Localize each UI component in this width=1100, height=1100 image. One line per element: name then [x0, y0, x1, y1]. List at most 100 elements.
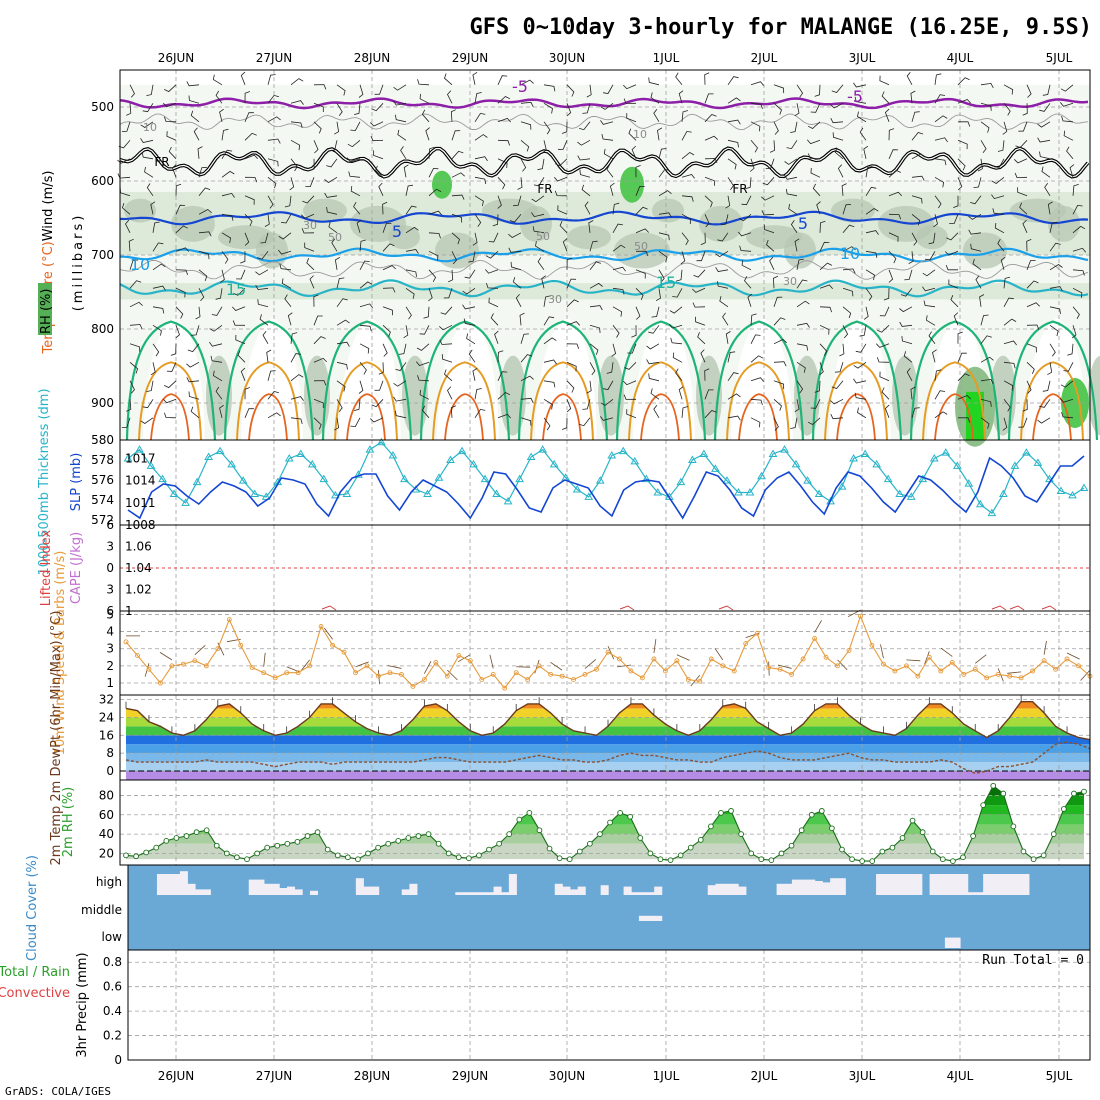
cloud-high-bar-77 — [723, 883, 732, 895]
ua-wind-barb-16 — [129, 380, 135, 394]
ua-wind-barb-69 — [195, 306, 201, 320]
rh2m-point-35 — [476, 852, 482, 859]
ua-wind-barb-708 — [973, 177, 982, 188]
ua-wind-barb-248 — [419, 93, 430, 104]
ua-wind-barb-408 — [612, 244, 626, 252]
rh-band-4 — [126, 805, 1084, 815]
axis-labels: 26JUN 26JUN 27JUN 27JUN 28JUN 28JUN 29JUN 29JUN… — [0, 51, 1073, 1083]
ua-wind-barb-689 — [957, 177, 963, 191]
ua-wind-barb-264 — [419, 389, 430, 400]
rh-blob-10 — [567, 225, 611, 250]
ua-wind-barb-131 — [267, 390, 280, 400]
ua-wind-barb-436 — [626, 409, 637, 419]
ua-wind-barb-427 — [635, 250, 649, 257]
ua-wind-barb-633 — [888, 191, 902, 197]
th-ytick-right-0: 1017 — [125, 451, 156, 465]
rh-blob-21 — [1048, 205, 1080, 242]
rh2m-point-41 — [536, 827, 543, 834]
st-ytick-right-0: 1.06 — [125, 540, 152, 554]
ua-wind-barb-343 — [543, 102, 553, 114]
ua-wind-barb-404 — [606, 164, 614, 178]
ua-wind-barb-796 — [1059, 398, 1074, 403]
ua-wind-barb-643 — [879, 371, 890, 382]
ua-wind-barb-93 — [215, 386, 223, 400]
wind-speed-point-9 — [226, 617, 232, 623]
ua-wind-barb-94 — [219, 404, 224, 418]
ua-wind-barb-160 — [301, 228, 315, 234]
ua-wind-barb-777 — [1039, 399, 1051, 408]
ua-wind-barb-730 — [994, 222, 1005, 234]
ua-wind-barb-167 — [313, 357, 327, 363]
ua-wind-barb-177 — [324, 192, 338, 198]
ua-wind-barb-370 — [562, 238, 568, 252]
pr-frame — [127, 949, 1091, 1061]
slp-point-56 — [768, 449, 778, 458]
ua-wind-barb-726 — [994, 158, 1005, 168]
wind-barb-58 — [777, 664, 792, 669]
ua-wind-barb-454 — [650, 388, 660, 400]
top-day-label-2: 28JUN — [354, 51, 391, 65]
ua-wind-barb-718 — [980, 356, 994, 363]
ua-wind-barb-384 — [577, 155, 591, 161]
cloud-high-bar-16 — [256, 879, 265, 895]
rh2m-point-16 — [284, 840, 291, 847]
wind-speed-point-47 — [662, 668, 668, 674]
ua-wind-barb-570 — [814, 84, 821, 97]
ua-wind-barb-348 — [531, 195, 545, 203]
ua-wind-barb-679 — [928, 331, 936, 345]
tp-ytick-3: 8 — [106, 746, 114, 760]
ua-wind-barb-65 — [198, 231, 212, 237]
rh2m-point-44 — [566, 856, 573, 863]
rh2m-point-33 — [455, 854, 462, 861]
ua-wind-barb-64 — [198, 209, 212, 215]
slp-point-68 — [906, 492, 916, 500]
ua-wind-barb-692 — [946, 232, 959, 241]
ua-wind-barb-382 — [578, 121, 591, 131]
rh2m-point-88 — [1010, 823, 1017, 830]
ua-wind-barb-418 — [623, 84, 637, 90]
ua-wind-barb-410 — [612, 287, 625, 295]
ua-wind-barb-83 — [221, 213, 234, 221]
ua-wind-barb-322 — [497, 413, 511, 419]
wind-speed-point-28 — [444, 673, 450, 679]
ua-wind-barb-15 — [129, 361, 139, 374]
ua-wind-barb-455 — [653, 405, 660, 419]
wind-speed-point-37 — [548, 671, 554, 677]
th-ytick-left-4: 572 — [91, 513, 114, 527]
slp-point-26 — [423, 489, 432, 497]
bottom-day-label-3: 29JUN — [452, 1069, 489, 1083]
ua-wind-barb-381 — [582, 103, 591, 114]
wind-speed-point-74 — [972, 666, 978, 672]
ua-wind-barb-220 — [382, 287, 396, 293]
cloud-high-bar-3 — [156, 874, 165, 895]
ua-wind-barb-458 — [681, 110, 689, 122]
isotherm-25-0 — [138, 361, 202, 441]
ua-wind-barb-284 — [450, 405, 456, 418]
ua-wind-barb-583 — [819, 324, 830, 335]
ua-wind-barb-401 — [600, 120, 614, 125]
wind-speed-point-75 — [984, 675, 990, 681]
ua-wind-barb-67 — [198, 269, 208, 282]
ua-wind-barb-612 — [863, 145, 869, 159]
ua-wind-barb-375 — [566, 343, 580, 349]
ua-wind-barb-50 — [175, 306, 184, 319]
ua-wind-barb-288 — [474, 134, 488, 141]
wd-ytick-2: 3 — [106, 642, 114, 656]
ua-wind-barb-441 — [658, 148, 667, 159]
ua-wind-barb-294 — [468, 251, 476, 263]
ua-wind-barb-29 — [152, 263, 166, 271]
rh-clear-plume-3 — [437, 317, 499, 440]
wind-speed-point-0 — [123, 639, 129, 645]
wind-speed-point-78 — [1018, 675, 1024, 681]
slp-point-75 — [987, 508, 997, 517]
wind-speed-point-32 — [490, 671, 496, 677]
rh-contour-lower — [119, 259, 1089, 280]
ua-wind-barb-749 — [1022, 219, 1028, 233]
ua-wind-barb-627 — [879, 75, 890, 86]
ua-wind-barb-702 — [958, 417, 971, 423]
cloud-high-bar-58 — [577, 886, 586, 895]
ua-wind-barb-279 — [439, 324, 453, 331]
rh2m-point-85 — [980, 802, 987, 808]
ua-wind-barb-212 — [370, 136, 384, 142]
slp-point-37 — [549, 459, 559, 468]
